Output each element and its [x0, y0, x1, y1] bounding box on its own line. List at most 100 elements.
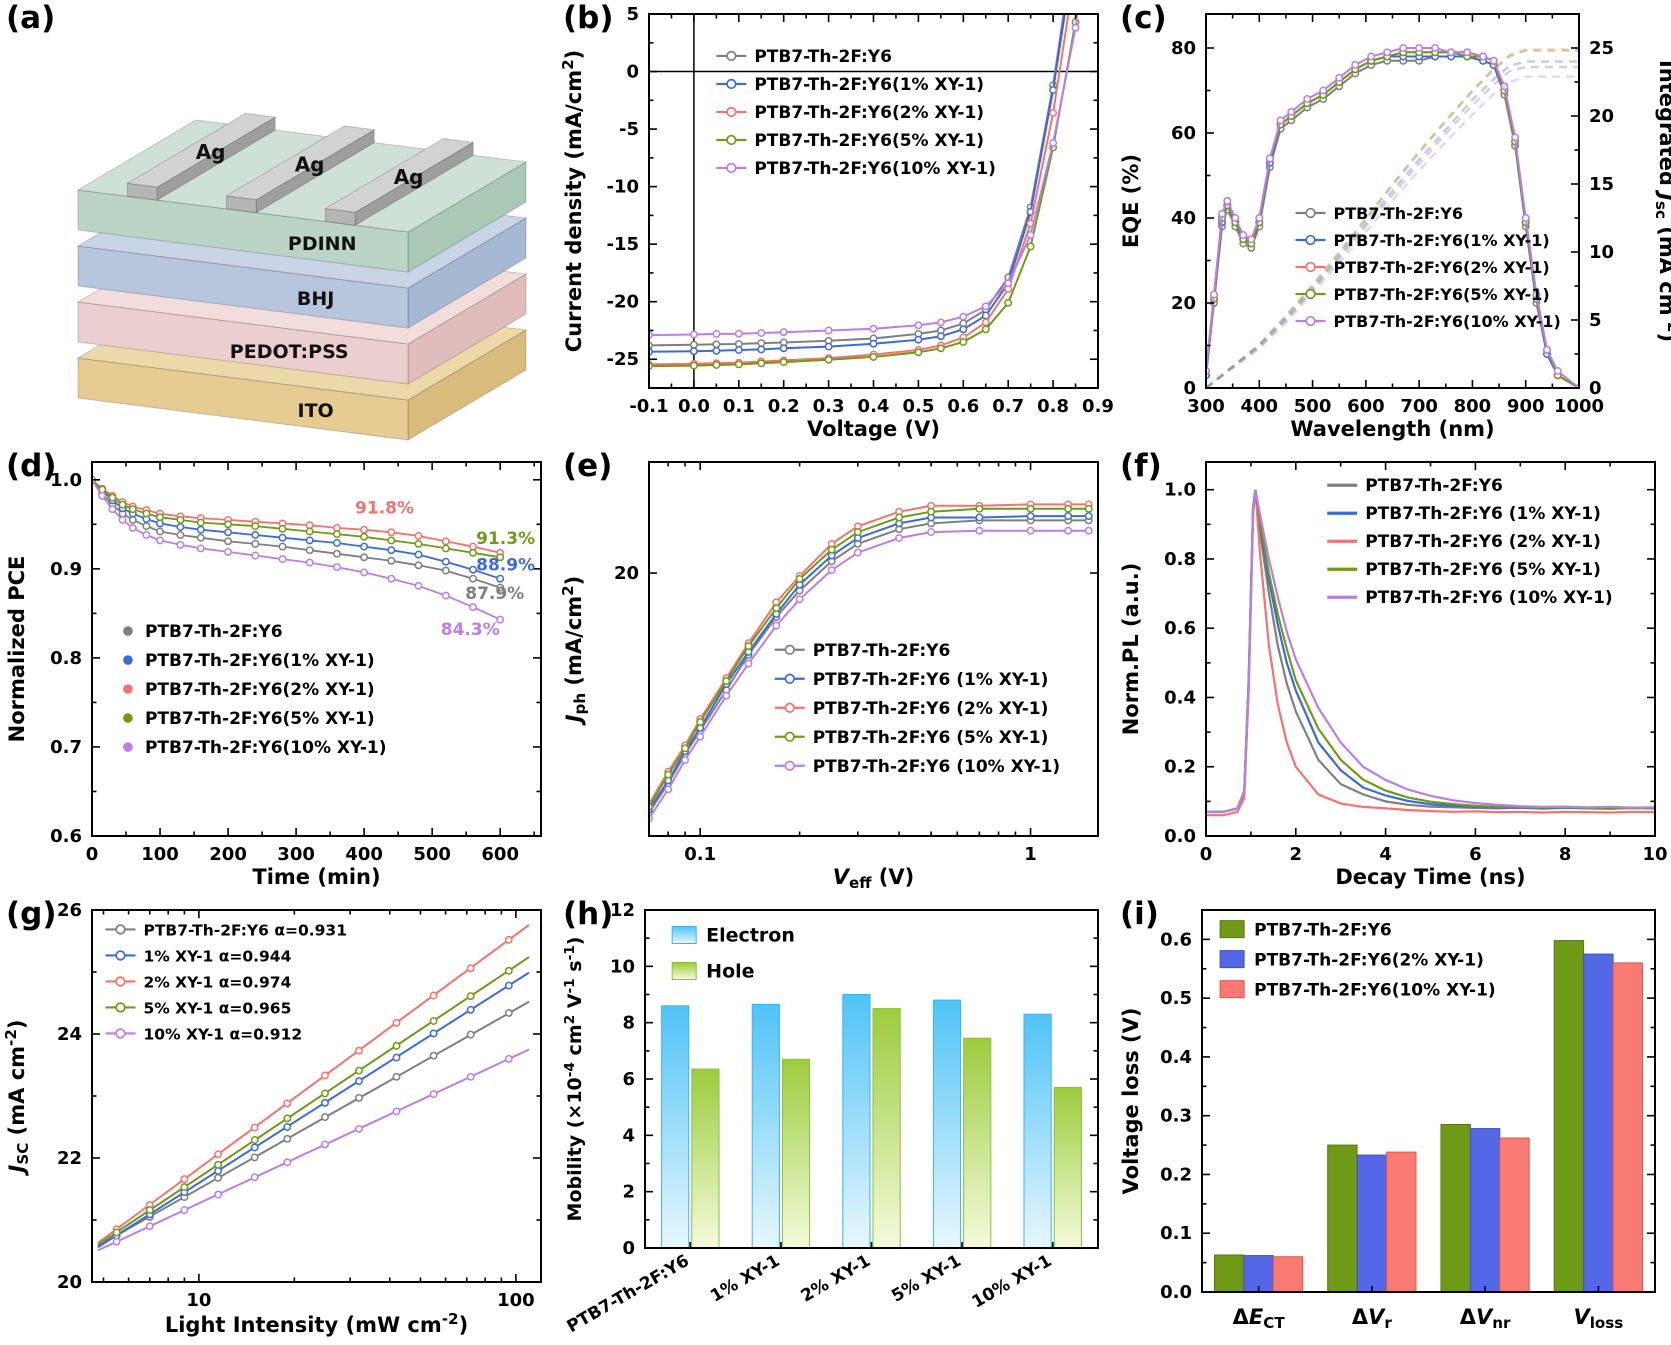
svg-text:0.9: 0.9	[1082, 396, 1114, 417]
svg-text:10% XY-1 α=0.912: 10% XY-1 α=0.912	[143, 1025, 302, 1043]
chart-voltage-loss-bars: ΔECT ΔVr ΔVnr Vloss 0.0 0.1 0.2 0.3 0.4 0.5 0.6 Vol…	[1119, 909, 1656, 1332]
svg-text:PTB7-Th-2F:Y6(10% XY-1): PTB7-Th-2F:Y6(10% XY-1)	[754, 159, 996, 179]
svg-text:PTB7-Th-2F:Y6: PTB7-Th-2F:Y6	[1365, 476, 1503, 496]
svg-text:BHJ: BHJ	[297, 288, 334, 310]
svg-text:PTB7-Th-2F:Y6(5% XY-1): PTB7-Th-2F:Y6(5% XY-1)	[1334, 285, 1550, 304]
panel-i: (i) ΔECT ΔVr ΔVnr Vloss 0.0 0.1 0.2 0.3 0.4 0.5 0.…	[1114, 896, 1671, 1344]
panel-letter-h: (h)	[563, 896, 614, 932]
svg-text:PTB7-Th-2F:Y6 (10% XY-1): PTB7-Th-2F:Y6 (10% XY-1)	[813, 757, 1060, 777]
svg-text:8: 8	[622, 1013, 635, 1034]
svg-text:PTB7-Th-2F:Y6: PTB7-Th-2F:Y6	[1334, 204, 1464, 223]
svg-text:5% XY-1: 5% XY-1	[888, 1251, 964, 1307]
svg-text:PTB7-Th-2F:Y6(2% XY-1): PTB7-Th-2F:Y6(2% XY-1)	[145, 680, 375, 700]
svg-text:80: 80	[1171, 38, 1196, 59]
svg-text:10: 10	[1589, 242, 1614, 263]
panel-letter-d: (d)	[6, 448, 57, 484]
svg-text:Integrated Jsc (mA cm-2): Integrated Jsc (mA cm-2)	[1652, 60, 1671, 342]
svg-text:8: 8	[1559, 844, 1572, 865]
svg-text:PTB7-Th-2F:Y6(1% XY-1): PTB7-Th-2F:Y6(1% XY-1)	[145, 651, 375, 671]
svg-text:0.8: 0.8	[1164, 549, 1196, 570]
svg-text:0: 0	[1200, 844, 1213, 865]
panel-h: (h) PTB7-Th-2F:Y6 1% XY-1 2% XY-1 5% XY-1 10…	[557, 896, 1114, 1344]
svg-text:84.3%: 84.3%	[441, 620, 500, 640]
svg-text:-15: -15	[606, 234, 639, 255]
svg-text:PEDOT:PSS: PEDOT:PSS	[230, 341, 349, 363]
chart-light-intensity: 10 100 20 22 24 26 Light Intensity (mW cm-2) JS…	[2, 900, 542, 1337]
svg-text:0: 0	[86, 844, 99, 865]
svg-text:5% XY-1 α=0.965: 5% XY-1 α=0.965	[143, 999, 291, 1017]
svg-text:PTB7-Th-2F:Y6 (5% XY-1): PTB7-Th-2F:Y6 (5% XY-1)	[1365, 560, 1601, 580]
svg-text:PTB7-Th-2F:Y6 (5% XY-1): PTB7-Th-2F:Y6 (5% XY-1)	[813, 728, 1049, 748]
svg-text:PTB7-Th-2F:Y6: PTB7-Th-2F:Y6	[1254, 921, 1392, 941]
svg-text:Voltage (V): Voltage (V)	[807, 417, 940, 441]
svg-text:PTB7-Th-2F:Y6: PTB7-Th-2F:Y6	[564, 1251, 693, 1337]
svg-text:Mobility (×10-4 cm2 V-1 s-1): Mobility (×10-4 cm2 V-1 s-1)	[562, 937, 586, 1222]
svg-text:1: 1	[1024, 844, 1037, 865]
panel-letter-e: (e)	[563, 448, 613, 484]
svg-text:300: 300	[277, 844, 315, 865]
chart-pce-stability: 0 100 200 300 400 500 600 0.6 0.7 0.8 0.9 1.0 Time (…	[5, 461, 542, 889]
svg-text:5: 5	[1589, 310, 1602, 331]
svg-text:ITO: ITO	[298, 400, 334, 422]
svg-text:5: 5	[626, 4, 639, 25]
svg-text:0.0: 0.0	[1160, 1282, 1192, 1303]
svg-text:10: 10	[1642, 844, 1667, 865]
svg-text:PTB7-Th-2F:Y6: PTB7-Th-2F:Y6	[754, 47, 892, 67]
svg-text:700: 700	[1400, 396, 1438, 417]
svg-text:25: 25	[1589, 38, 1614, 59]
svg-text:2% XY-1 α=0.974: 2% XY-1 α=0.974	[143, 973, 291, 991]
svg-text:Vloss: Vloss	[1573, 1305, 1623, 1332]
svg-text:ΔECT: ΔECT	[1233, 1305, 1286, 1332]
svg-text:600: 600	[1347, 396, 1385, 417]
svg-text:PTB7-Th-2F:Y6 α=0.931: PTB7-Th-2F:Y6 α=0.931	[143, 921, 347, 939]
svg-text:Voltage loss (V): Voltage loss (V)	[1119, 1008, 1143, 1195]
svg-text:-0.1: -0.1	[629, 396, 668, 417]
svg-text:1% XY-1: 1% XY-1	[707, 1251, 783, 1307]
svg-text:0.4: 0.4	[1160, 1047, 1192, 1068]
device-structure-diagram: ITO PEDOT:PSS BHJ PDINN Ag Ag Ag	[76, 112, 528, 441]
chart-mobility-bars: PTB7-Th-2F:Y6 1% XY-1 2% XY-1 5% XY-1 10% XY…	[562, 900, 1099, 1337]
svg-text:10% XY-1: 10% XY-1	[969, 1251, 1056, 1313]
svg-text:88.9%: 88.9%	[476, 556, 535, 576]
svg-text:60: 60	[1171, 123, 1196, 144]
svg-text:100: 100	[497, 1290, 535, 1311]
svg-text:1000: 1000	[1554, 396, 1604, 417]
svg-text:Current density (mA/cm2): Current density (mA/cm2)	[559, 50, 586, 352]
panel-letter-a: (a)	[6, 0, 56, 36]
svg-text:4: 4	[1379, 844, 1392, 865]
svg-text:0.3: 0.3	[1160, 1106, 1192, 1127]
svg-text:PTB7-Th-2F:Y6: PTB7-Th-2F:Y6	[813, 641, 951, 661]
svg-text:10: 10	[186, 1290, 211, 1311]
svg-text:PTB7-Th-2F:Y6 (1% XY-1): PTB7-Th-2F:Y6 (1% XY-1)	[1365, 504, 1601, 524]
svg-text:0: 0	[1589, 378, 1602, 399]
svg-text:26: 26	[57, 900, 82, 921]
svg-text:-5: -5	[619, 119, 639, 140]
svg-text:400: 400	[345, 844, 383, 865]
svg-text:2: 2	[622, 1182, 635, 1203]
svg-text:400: 400	[1240, 396, 1278, 417]
svg-text:Norm.PL (a.u.): Norm.PL (a.u.)	[1119, 563, 1143, 736]
svg-text:300: 300	[1187, 396, 1225, 417]
svg-text:0.7: 0.7	[50, 737, 82, 758]
svg-text:Light Intensity (mW cm-2): Light Intensity (mW cm-2)	[165, 1310, 468, 1337]
svg-text:2% XY-1: 2% XY-1	[798, 1251, 874, 1307]
panel-d: (d) 0 100 200 300 400 500 600 0.6 0.7 0.8 0.9 1.0 Ti…	[0, 448, 557, 896]
svg-text:900: 900	[1507, 396, 1545, 417]
panel-e: (e) 0.1 1 20 Veff (V) Jph (mA/cm2) PTB7-Th-2F…	[557, 448, 1114, 896]
svg-text:600: 600	[481, 844, 519, 865]
svg-text:0.6: 0.6	[1164, 618, 1196, 639]
svg-text:Time (min): Time (min)	[252, 865, 380, 889]
svg-text:91.3%: 91.3%	[476, 529, 535, 549]
svg-text:PTB7-Th-2F:Y6(1% XY-1): PTB7-Th-2F:Y6(1% XY-1)	[1334, 231, 1550, 250]
svg-text:0.1: 0.1	[1160, 1223, 1192, 1244]
chart-jv-curves: -0.1 0.0 0.1 0.2 0.3 0.4 0.5 0.6 0.7 0.8 0.9 5 0 -5 -1…	[559, 4, 1114, 441]
svg-text:12: 12	[610, 900, 635, 921]
svg-text:20: 20	[1171, 293, 1196, 314]
svg-text:PTB7-Th-2F:Y6(2% XY-1): PTB7-Th-2F:Y6(2% XY-1)	[1254, 951, 1484, 971]
svg-text:-25: -25	[606, 349, 639, 370]
svg-text:Electron: Electron	[706, 925, 795, 947]
svg-text:ΔVr: ΔVr	[1352, 1305, 1393, 1332]
svg-text:1% XY-1 α=0.944: 1% XY-1 α=0.944	[143, 947, 291, 965]
svg-text:0.2: 0.2	[1164, 757, 1196, 778]
svg-text:PTB7-Th-2F:Y6 (10% XY-1): PTB7-Th-2F:Y6 (10% XY-1)	[1365, 588, 1612, 608]
